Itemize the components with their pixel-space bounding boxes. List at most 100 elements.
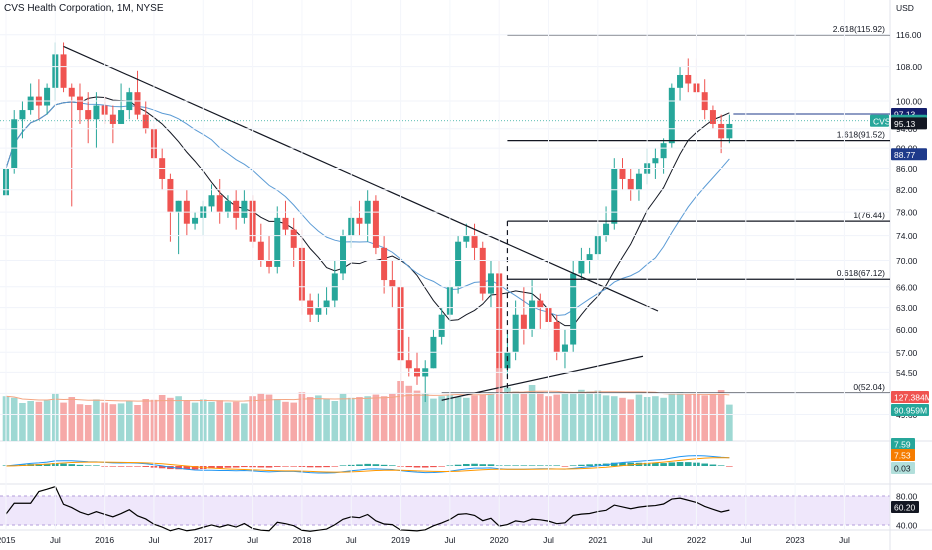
rsi-band xyxy=(0,496,890,525)
macd-histogram-bar xyxy=(413,466,421,468)
volume-bar xyxy=(290,402,297,441)
volume-bar xyxy=(512,391,519,441)
candle-body xyxy=(76,96,83,111)
volume-bar xyxy=(364,396,371,441)
candle-body xyxy=(167,178,174,213)
macd-histogram-bar xyxy=(610,462,618,466)
volume-bar xyxy=(60,402,67,441)
time-axis[interactable]: 2015 Jul 2016 Jul 2017 Jul 2018 Jul 2019 Jul 2020 J… xyxy=(0,0,850,545)
volume-bar xyxy=(35,401,43,441)
price-tick-label: 78.00 xyxy=(896,208,918,218)
macd-histogram-bar xyxy=(273,466,281,467)
volume-bar xyxy=(569,393,577,441)
candle-body xyxy=(134,92,141,115)
rsi-tick-label: 40.00 xyxy=(896,521,918,531)
volume-value-label-bg xyxy=(891,404,929,416)
candle-body xyxy=(660,143,667,159)
macd-histogram-bar xyxy=(76,464,84,466)
candle-body xyxy=(652,158,659,164)
macd-histogram-bar xyxy=(487,464,495,466)
volume-bar xyxy=(430,398,437,441)
time-tick-label: 2021 xyxy=(588,535,607,545)
fib-level-label: 0.618(67.12) xyxy=(837,268,885,278)
volume-bar xyxy=(701,395,708,441)
volume-bar xyxy=(126,401,133,441)
volume-bar xyxy=(602,395,610,441)
macd-histogram-bar xyxy=(257,466,265,468)
macd-histogram-bar xyxy=(537,465,544,466)
candle-body xyxy=(512,314,519,353)
candle-body xyxy=(27,96,34,111)
candle-body xyxy=(611,168,618,224)
macd-histogram-bar xyxy=(282,466,289,467)
price-tick-label: 82.00 xyxy=(896,185,918,195)
macd-histogram-bar xyxy=(652,463,659,466)
volume-bar xyxy=(142,399,150,441)
price-tick-label: 100.00 xyxy=(896,97,922,107)
candle-body xyxy=(224,200,231,213)
time-tick-label: Jul xyxy=(444,535,455,545)
candle-body xyxy=(274,217,281,267)
price-tick-label: 66.00 xyxy=(896,282,918,292)
macd-histogram-bar xyxy=(93,465,100,466)
price-value-label-bg xyxy=(891,148,927,161)
volume-bar xyxy=(709,393,717,441)
macd-value-label-bg xyxy=(891,438,915,450)
volume-bar xyxy=(487,392,495,441)
candle-body xyxy=(668,87,675,144)
macd-histogram-bar xyxy=(356,464,363,466)
macd-histogram-bar xyxy=(60,463,67,466)
volume-bar xyxy=(389,393,396,441)
time-tick-label: 2023 xyxy=(786,535,805,545)
candle-body xyxy=(340,235,347,274)
volume-bar xyxy=(306,397,314,441)
macd-histogram-bar xyxy=(520,465,528,466)
candle-body xyxy=(726,123,733,139)
candle-body xyxy=(627,178,634,190)
volume-bar xyxy=(167,397,174,441)
volume-bar xyxy=(265,394,273,441)
candle-body xyxy=(233,200,240,218)
rsi-line xyxy=(5,485,730,532)
volume-bar xyxy=(93,399,100,441)
candle-body xyxy=(175,200,182,213)
macd-histogram-bar xyxy=(216,466,224,469)
time-tick-label: Jul xyxy=(50,535,61,545)
candle-body xyxy=(553,321,560,353)
volume-bar xyxy=(323,398,330,441)
macd-value-label-bg xyxy=(891,449,915,461)
volume-bar xyxy=(578,389,585,441)
volume-bar xyxy=(380,396,388,441)
candle-body xyxy=(709,110,716,124)
macd-histogram-bar xyxy=(372,464,380,466)
candle-body xyxy=(192,217,199,224)
macd-histogram-bar xyxy=(134,466,141,467)
price-tick-label: 63.00 xyxy=(896,303,918,313)
price-symbol-tag: CVS xyxy=(873,116,891,126)
macd-histogram-bar xyxy=(586,464,593,466)
macd-histogram-bar xyxy=(561,466,569,467)
volume-bar xyxy=(438,396,445,441)
candle-body xyxy=(19,110,26,120)
candle-body xyxy=(381,247,388,281)
symbol-title: CVS Health Corporation, 1M, NYSE xyxy=(4,3,164,14)
macd-pane xyxy=(2,455,733,474)
candle-body xyxy=(118,110,125,124)
time-tick-label: Jul xyxy=(642,535,653,545)
candle-body xyxy=(389,280,396,287)
macd-histogram-bar xyxy=(232,466,240,468)
candle-body xyxy=(619,168,626,179)
candle-body xyxy=(142,114,149,129)
volume-bar xyxy=(43,400,51,441)
macd-histogram-bar xyxy=(306,466,314,468)
volume-bar xyxy=(109,404,117,441)
price-axis[interactable]: 116.00108.00100.0094.0090.0086.0082.0078… xyxy=(0,3,922,420)
macd-histogram-bar xyxy=(364,463,371,466)
volume-bar xyxy=(224,402,232,441)
macd-histogram-bar xyxy=(430,466,437,468)
macd-histogram-bar xyxy=(463,463,470,466)
macd-histogram-bar xyxy=(265,466,273,468)
macd-histogram-bar xyxy=(528,465,536,466)
volume-bar xyxy=(717,390,725,441)
